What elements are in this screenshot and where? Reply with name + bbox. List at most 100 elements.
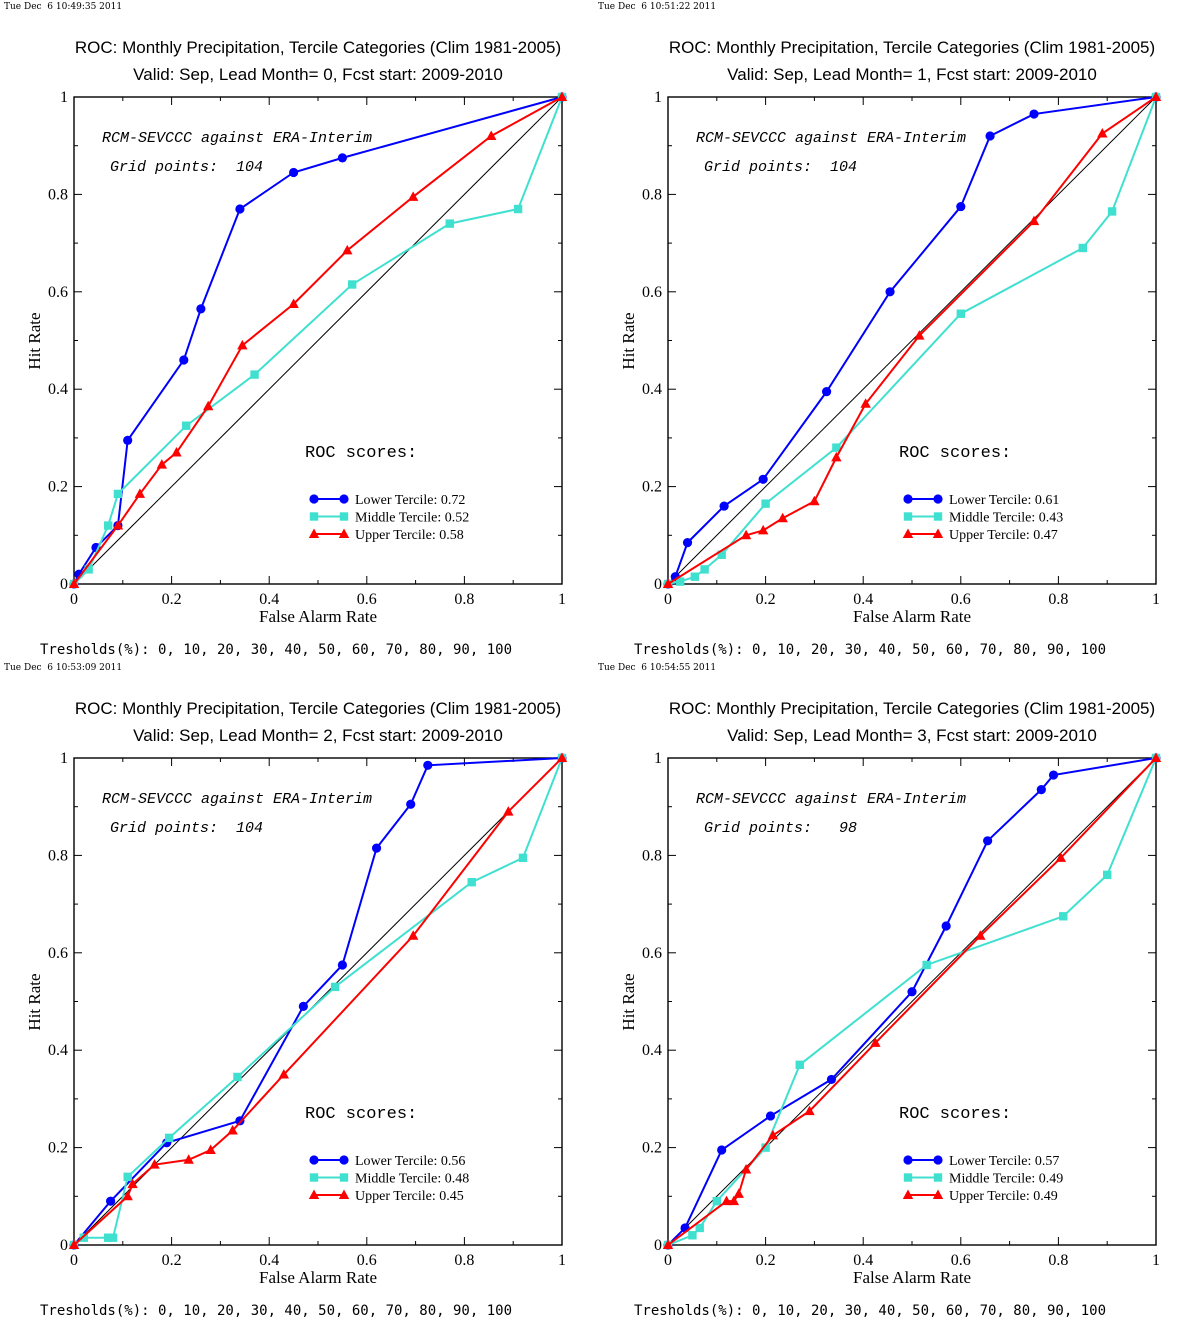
data-point-middle — [1078, 243, 1087, 253]
y-tick-label: 0 — [654, 1237, 662, 1254]
legend-marker — [338, 528, 350, 538]
chart-subtitle: Valid: Sep, Lead Month= 3, Fcst start: 2… — [727, 726, 1097, 745]
data-point-upper — [68, 578, 80, 588]
legend-marker — [933, 1173, 943, 1182]
legend-label: Upper Tercile: 0.45 — [355, 1189, 464, 1204]
data-point-middle — [518, 853, 528, 863]
data-point-lower — [179, 355, 189, 365]
y-axis-label: Hit Rate — [25, 973, 44, 1030]
data-point-middle — [761, 1143, 770, 1152]
roc-panel-3: Tue Dec 6 10:53:09 2011 ROC: Monthly Prec… — [4, 663, 568, 1319]
legend-marker — [308, 528, 320, 538]
data-point-upper — [1150, 752, 1162, 762]
data-point-upper — [1028, 215, 1040, 226]
series-upper-tercile — [662, 752, 1162, 1249]
data-point-middle — [250, 370, 259, 379]
y-tick-label: 0.6 — [642, 284, 662, 301]
data-point-upper — [721, 1195, 732, 1206]
x-axis-label: False Alarm Rate — [259, 607, 377, 626]
data-point-middle — [761, 499, 770, 508]
legend-marker — [903, 1173, 913, 1182]
roc-scores-title: ROC scores: — [305, 444, 417, 463]
chart-title: ROC: Monthly Precipitation, Tercile Cate… — [75, 699, 561, 718]
data-point-upper — [556, 91, 568, 101]
legend-label: Upper Tercile: 0.58 — [355, 528, 464, 543]
data-point-lower — [1048, 770, 1059, 780]
x-tick-label: 0 — [664, 1252, 672, 1269]
roc-scores-title: ROC scores: — [899, 444, 1011, 463]
x-tick-label: 0 — [664, 591, 672, 608]
data-point-middle — [79, 1233, 88, 1242]
timestamp: Tue Dec 6 10:53:09 2011 — [4, 663, 122, 673]
data-point-lower — [371, 843, 382, 853]
data-point-middle — [700, 565, 709, 574]
data-point-lower — [298, 1001, 308, 1011]
chart-subtitle: Valid: Sep, Lead Month= 1, Fcst start: 2… — [727, 65, 1097, 84]
data-point-middle — [467, 877, 476, 887]
y-tick-label: 0.8 — [48, 186, 68, 203]
y-tick-label: 0.2 — [48, 1140, 68, 1157]
data-point-upper — [407, 930, 419, 940]
data-point-lower — [235, 204, 245, 214]
y-tick-label: 0.2 — [642, 479, 662, 496]
data-point-middle — [795, 1060, 804, 1070]
legend-marker — [339, 1173, 349, 1182]
legend-marker — [902, 528, 914, 538]
data-point-lower — [1029, 109, 1039, 119]
legend-entry-lower: Lower Tercile: 0.57 — [903, 1154, 1059, 1169]
y-tick-label: 0.6 — [48, 945, 68, 962]
data-point-upper — [757, 524, 769, 535]
annotation-model: RCM-SEVCCC against ERA-Interim — [696, 130, 966, 147]
series-line-lower — [73, 757, 563, 1246]
y-tick-label: 0.8 — [48, 847, 68, 864]
y-axis-label: Hit Rate — [619, 312, 638, 369]
data-point-middle — [113, 489, 123, 499]
data-point-upper — [122, 1190, 133, 1201]
legend-label: Lower Tercile: 0.61 — [949, 493, 1059, 508]
x-tick-label: 0.6 — [357, 1252, 377, 1269]
series-upper-tercile — [68, 91, 568, 588]
data-point-upper — [728, 1195, 740, 1206]
data-point-upper — [288, 298, 299, 308]
data-point-upper — [860, 398, 871, 408]
x-axis-label: False Alarm Rate — [853, 1268, 971, 1287]
data-point-lower — [907, 987, 917, 997]
data-point-lower — [682, 538, 693, 548]
legend-entry-upper: Upper Tercile: 0.47 — [902, 528, 1058, 543]
data-point-middle — [922, 960, 931, 970]
legend-marker — [339, 512, 349, 521]
y-tick-label: 0.6 — [48, 284, 68, 301]
data-point-upper — [183, 1154, 194, 1164]
data-point-upper — [1097, 128, 1108, 138]
data-point-upper — [777, 512, 788, 523]
data-point-lower — [235, 1116, 245, 1126]
data-point-lower — [406, 799, 416, 809]
roc-scores-title: ROC scores: — [305, 1105, 417, 1124]
legend-marker — [932, 1189, 944, 1199]
y-tick-label: 1 — [60, 89, 68, 106]
data-point-middle — [676, 577, 685, 586]
legend-label: Middle Tercile: 0.48 — [355, 1172, 469, 1187]
roc-scores-title: ROC scores: — [899, 1105, 1011, 1124]
legend-label: Lower Tercile: 0.56 — [355, 1154, 465, 1169]
annotation-gridpoints: Grid points: 104 — [110, 820, 263, 837]
chart-title: ROC: Monthly Precipitation, Tercile Cate… — [669, 699, 1155, 718]
x-tick-label: 0.4 — [259, 591, 279, 608]
x-tick-label: 0.8 — [454, 591, 474, 608]
annotation-gridpoints: Grid points: 98 — [704, 820, 857, 837]
data-point-upper — [68, 1239, 80, 1249]
x-tick-label: 1 — [558, 1252, 566, 1269]
y-tick-label: 0.6 — [642, 945, 662, 962]
data-point-upper — [486, 130, 497, 140]
data-point-upper — [662, 578, 674, 588]
data-point-lower — [1036, 785, 1046, 795]
legend-marker — [308, 1189, 320, 1199]
data-point-upper — [503, 806, 514, 816]
data-point-middle — [717, 550, 726, 559]
chart-subtitle: Valid: Sep, Lead Month= 0, Fcst start: 2… — [133, 65, 503, 84]
legend-marker — [309, 1173, 319, 1182]
data-point-middle — [103, 1233, 113, 1242]
legend-marker — [339, 1155, 349, 1165]
y-tick-label: 0.2 — [48, 479, 68, 496]
